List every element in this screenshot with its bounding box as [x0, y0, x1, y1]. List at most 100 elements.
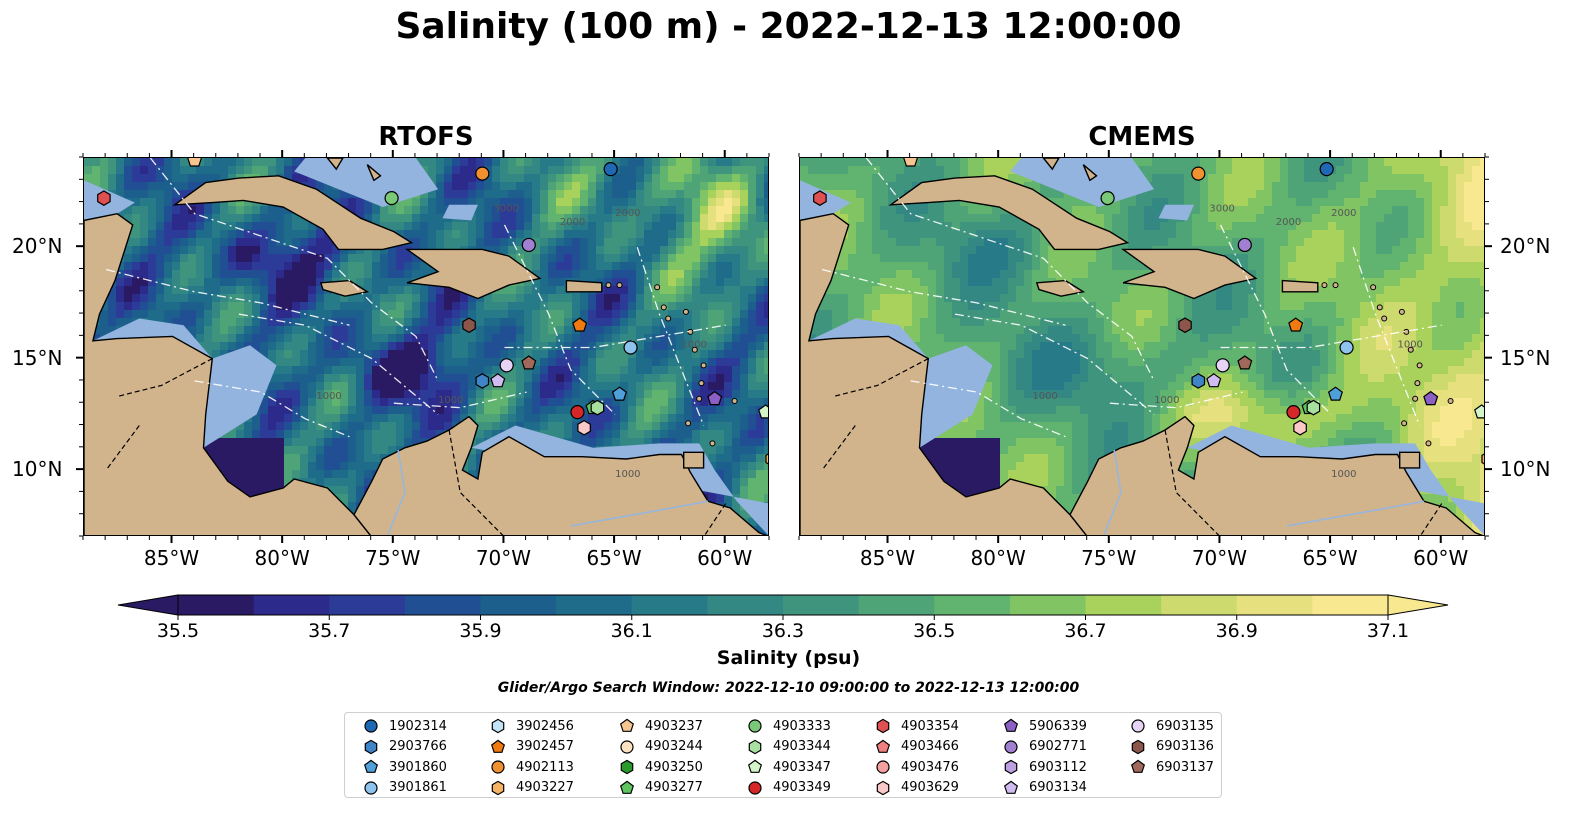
contour-label: 1000: [438, 395, 463, 406]
lon-tick-label: 60°W: [697, 546, 753, 570]
legend-item: 6903112: [1003, 757, 1087, 777]
contour-label: 1000: [1397, 340, 1422, 351]
eez-boundary: [105, 268, 350, 326]
land-cuba: [172, 175, 414, 251]
legend-marker-icon: [1003, 780, 1019, 794]
colorbar: [117, 594, 1449, 620]
legend-marker: [363, 759, 379, 773]
legend-label: 6903136: [1156, 739, 1214, 754]
legend-marker: [875, 739, 891, 753]
legend-marker-icon: [490, 739, 506, 753]
legend-label: 4903347: [773, 759, 831, 775]
eez-boundary: [503, 224, 616, 415]
lon-tick-label: 70°W: [475, 546, 532, 570]
legend-label: 4903466: [901, 739, 959, 754]
island: [700, 362, 707, 369]
float-marker-2903766: [475, 373, 490, 389]
legend-marker: [1003, 718, 1019, 732]
search-window-caption: Glider/Argo Search Window: 2022-12-10 09…: [497, 680, 1080, 696]
colorbar-segment: [934, 595, 1011, 615]
contour-label: 1000: [1032, 391, 1057, 402]
lon-tick-label: 65°W: [1302, 546, 1358, 570]
island: [682, 308, 689, 315]
legend-marker: [619, 780, 635, 794]
shelf-bahamasBank: [1010, 158, 1155, 207]
contour-label: 1000: [1154, 395, 1179, 406]
float-marker-5906339: [1423, 390, 1439, 406]
float-marker-6903137: [521, 355, 537, 370]
legend-marker: [491, 718, 505, 734]
shelf-turksCaicos: [442, 204, 478, 221]
lat-tick-label-left: 20°N: [12, 234, 63, 259]
eez-boundary: [1219, 224, 1332, 415]
island: [1381, 315, 1388, 322]
legend-item: 3902456: [490, 716, 574, 736]
legend-item: 3902457: [490, 737, 574, 757]
legend-marker-icon: [620, 759, 634, 775]
figure-title: Salinity (100 m) - 2022-12-13 12:00:00: [395, 6, 1182, 47]
float-marker-3902457: [572, 317, 588, 332]
float-marker-4903354: [813, 190, 827, 206]
eez-boundary: [954, 313, 1155, 415]
legend-item: 4903347: [747, 757, 831, 777]
legend-label: 4903244: [645, 739, 703, 754]
legend-item: 2903766: [363, 737, 447, 757]
legend-label: 1902314: [389, 718, 447, 734]
legend-label: 4903354: [901, 718, 959, 734]
legend-marker-icon: [1131, 719, 1145, 733]
colorbar-extend-max: [1387, 594, 1449, 616]
float-marker-6903136: [462, 317, 476, 334]
colorbar-segment: [1085, 595, 1162, 615]
legend-label: 4903250: [645, 759, 703, 775]
island: [1414, 380, 1421, 387]
shelf-gulfHond: [808, 318, 929, 359]
colorbar-segment: [858, 595, 935, 615]
legend-marker-icon: [876, 760, 890, 774]
float-marker-4903349: [1286, 405, 1301, 420]
legend-marker: [1131, 739, 1145, 754]
land-bahamas1: [326, 158, 344, 171]
legend-item: 4903227: [490, 778, 574, 798]
country-border: [704, 503, 727, 535]
country-border: [448, 429, 504, 535]
land-hispaniola: [404, 248, 542, 300]
legend-item: 4902113: [490, 757, 574, 777]
eez-boundary: [910, 380, 1066, 438]
colorbar-tick-label: 36.5: [913, 620, 956, 642]
lon-tick-label: 80°W: [254, 546, 310, 570]
lon-tick-label: 80°W: [970, 546, 1026, 570]
colorbar-tick-label: 35.9: [459, 620, 502, 642]
float-marker-4903227: [1481, 453, 1484, 465]
contour-label: 3000: [1209, 204, 1234, 215]
float-marker-3901861: [1339, 340, 1354, 355]
colorbar-segment: [707, 595, 784, 615]
legend-marker-icon: [748, 739, 762, 754]
legend-item: 4903344: [747, 737, 831, 757]
colorbar-tick-label: 36.3: [761, 620, 805, 642]
legend-marker-icon: [876, 780, 890, 795]
legend-marker: [1004, 759, 1018, 775]
eez-boundary: [238, 313, 439, 415]
float-marker-4903333: [1100, 191, 1115, 206]
lon-tick-label: 65°W: [586, 546, 642, 570]
legend-marker: [364, 780, 378, 795]
contour-label: 1000: [615, 469, 640, 480]
lon-tick-label: 60°W: [1413, 546, 1469, 570]
land-bahamas2: [366, 164, 382, 182]
contour-label: 1000: [316, 391, 341, 402]
lon-tick-label: 75°W: [365, 546, 421, 570]
island: [616, 282, 623, 289]
land-hispaniola: [1120, 248, 1258, 300]
river: [387, 449, 406, 535]
land-trinidad: [1399, 451, 1421, 469]
float-marker-1902314: [1319, 162, 1334, 177]
island: [698, 380, 705, 387]
river: [1103, 449, 1122, 535]
panel-title-rtofs: RTOFS: [378, 122, 474, 152]
legend-label: 3902456: [516, 718, 574, 734]
legend-label: 6902771: [1029, 739, 1087, 754]
legend-marker-icon: [875, 739, 891, 753]
legend-label: 4902113: [516, 759, 574, 775]
legend-item: 3901861: [363, 778, 447, 798]
float-marker-4903333: [384, 191, 399, 206]
